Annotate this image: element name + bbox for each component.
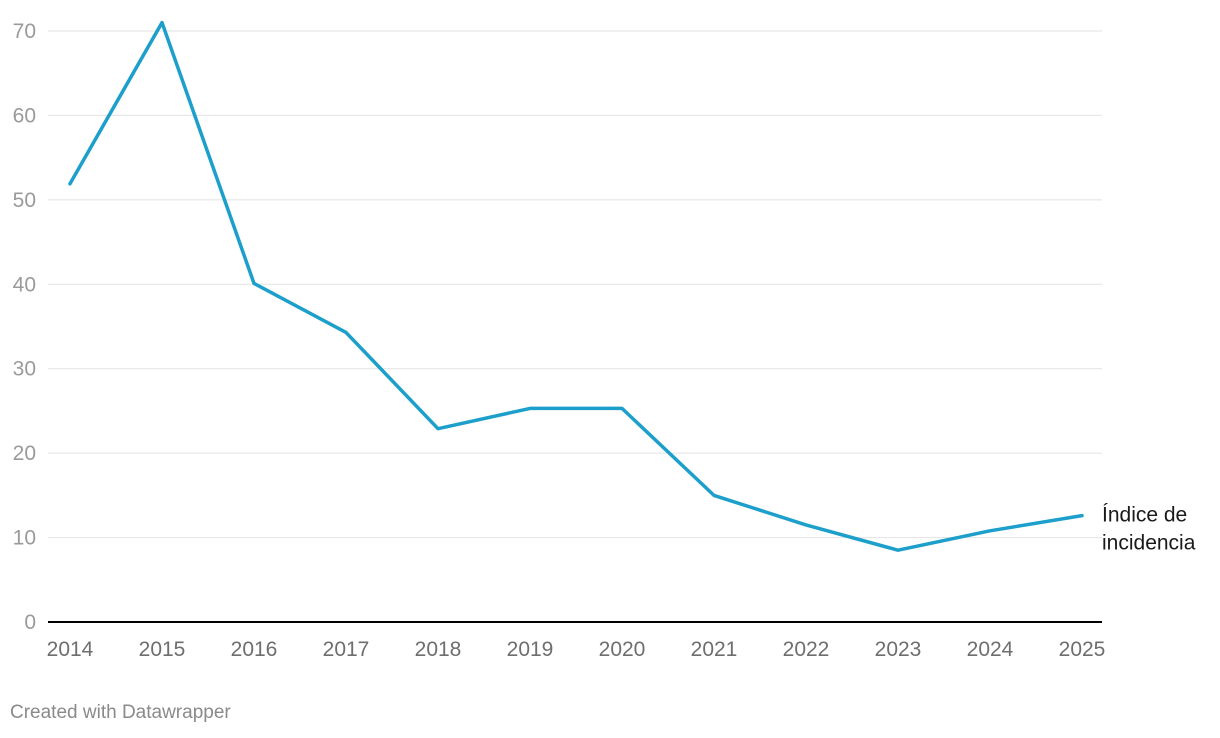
- y-tick-label: 70: [13, 20, 36, 43]
- x-tick-label: 2025: [1059, 638, 1106, 661]
- x-tick-label: 2016: [231, 638, 278, 661]
- x-tick-label: 2020: [599, 638, 646, 661]
- series-label: Índice de incidencia: [1102, 504, 1196, 555]
- series-label-line: incidencia: [1102, 532, 1196, 555]
- y-tick-label: 50: [13, 189, 36, 212]
- x-tick-label: 2023: [875, 638, 922, 661]
- x-tick-label: 2017: [323, 638, 370, 661]
- series-labels: Índice de incidencia: [1102, 504, 1196, 555]
- y-tick-label: 40: [13, 273, 36, 296]
- y-tick-label: 10: [13, 527, 36, 550]
- x-tick-label: 2021: [691, 638, 738, 661]
- y-axis: 0 10 20 30 40 50 60 70: [13, 20, 36, 634]
- x-tick-label: 2019: [507, 638, 554, 661]
- y-tick-label: 20: [13, 442, 36, 465]
- x-tick-label: 2014: [47, 638, 94, 661]
- x-tick-label: 2015: [139, 638, 186, 661]
- x-tick-label: 2018: [415, 638, 462, 661]
- x-tick-label: 2024: [967, 638, 1014, 661]
- series-label-line: Índice de: [1102, 504, 1187, 527]
- y-tick-label: 60: [13, 104, 36, 127]
- series-group: [68, 20, 1084, 552]
- gridlines: [48, 30, 1102, 539]
- x-tick-label: 2022: [783, 638, 830, 661]
- credit-text: Created with Datawrapper: [10, 702, 231, 723]
- x-axis: 2014 2015 2016 2017 2018 2019 2020 2021 2022 2023…: [47, 621, 1106, 661]
- series-line: [68, 20, 1084, 552]
- y-tick-label: 0: [24, 611, 36, 634]
- y-tick-label: 30: [13, 358, 36, 381]
